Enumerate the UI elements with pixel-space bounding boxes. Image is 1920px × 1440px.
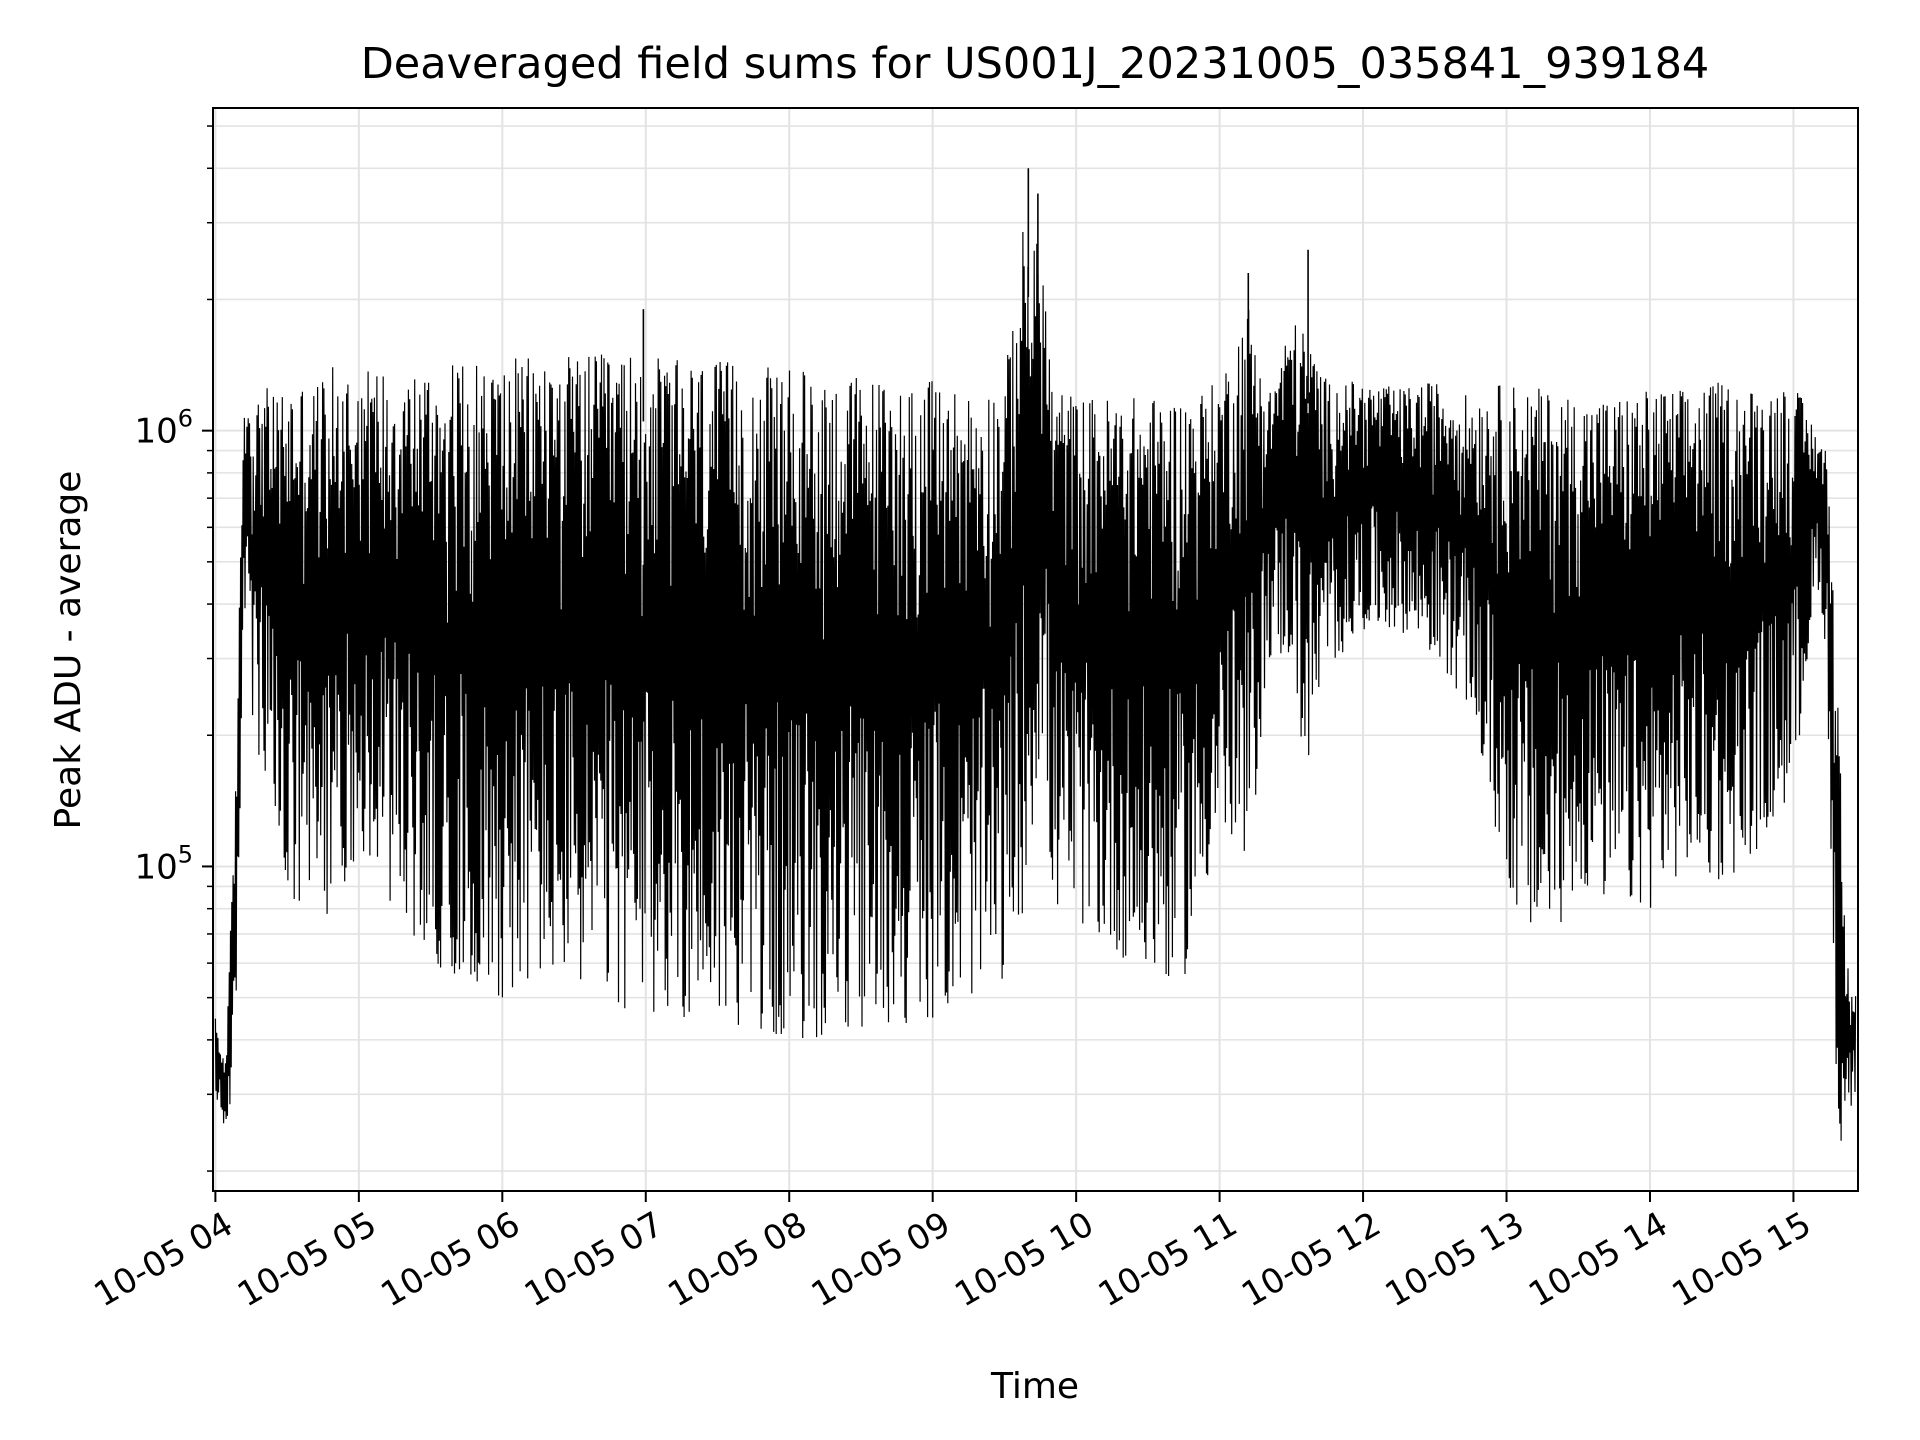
y-tick-label-base: 10 <box>134 412 177 452</box>
y-tick-label-exponent: 6 <box>178 405 193 433</box>
x-axis-label: Time <box>990 1366 1079 1407</box>
y-tick-label: 105 <box>134 840 193 887</box>
y-tick-label-exponent: 5 <box>178 840 193 868</box>
plot-series <box>214 168 1857 1141</box>
y-tick-label: 106 <box>134 405 193 452</box>
chart-title: Deaveraged field sums for US001J_2023100… <box>361 39 1710 89</box>
y-axis-label: Peak ADU - average <box>48 471 89 830</box>
series-line <box>214 231 1857 1141</box>
y-tick-label-base: 10 <box>134 847 177 887</box>
plot-frame <box>212 107 1859 1192</box>
